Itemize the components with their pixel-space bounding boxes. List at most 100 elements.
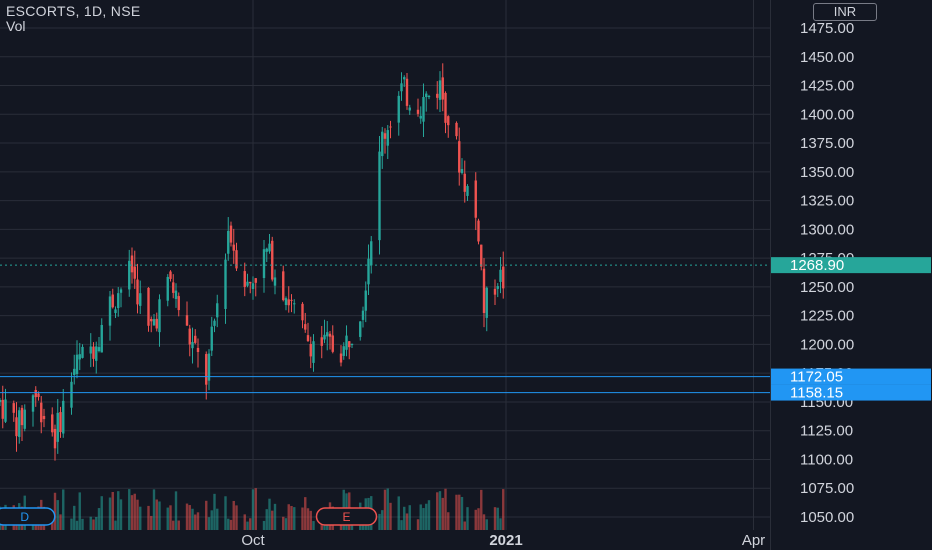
candle-body bbox=[227, 230, 230, 254]
candle-body bbox=[271, 240, 274, 280]
volume-bar bbox=[95, 517, 98, 530]
candle-body bbox=[306, 335, 310, 341]
volume-bar bbox=[268, 498, 271, 530]
volume-bar bbox=[405, 513, 409, 530]
volume-bar bbox=[493, 507, 497, 530]
volume-bar bbox=[403, 506, 406, 530]
price-tick-label: 1250.00 bbox=[800, 279, 854, 296]
volume-bar bbox=[232, 500, 235, 530]
volume-bar bbox=[235, 505, 238, 530]
volume-bar bbox=[243, 514, 246, 530]
volume-bar bbox=[441, 497, 444, 530]
candle-body bbox=[378, 151, 381, 241]
last-price-tag: 1268.90 bbox=[790, 257, 844, 274]
candle-body bbox=[150, 318, 153, 322]
price-tick-label: 1375.00 bbox=[800, 135, 854, 152]
candle-body bbox=[1, 399, 4, 419]
candle-body bbox=[441, 77, 444, 100]
candle-body bbox=[172, 282, 175, 293]
horizontal-levels[interactable] bbox=[0, 264, 770, 394]
volume-bar bbox=[477, 508, 480, 530]
candle-body bbox=[304, 324, 307, 330]
volume-bar bbox=[304, 497, 307, 530]
volume-bar bbox=[386, 488, 389, 530]
candle-body bbox=[128, 260, 131, 290]
volume-bar bbox=[81, 518, 84, 530]
volume-bar bbox=[419, 504, 422, 530]
candle-body bbox=[40, 402, 43, 423]
candle-body bbox=[119, 289, 123, 293]
volume-bar bbox=[290, 505, 293, 530]
level-price-tag: 1172.05 bbox=[790, 369, 843, 386]
volume-bar bbox=[460, 496, 464, 530]
volume-bar bbox=[383, 489, 387, 530]
candle-body bbox=[477, 220, 480, 242]
volume-bar bbox=[207, 517, 211, 530]
volume-bar bbox=[389, 502, 392, 530]
volume-bar bbox=[381, 510, 384, 530]
volume-bar bbox=[284, 518, 288, 530]
candle-body bbox=[0, 399, 2, 403]
candle-body bbox=[213, 320, 216, 326]
candle-body bbox=[251, 283, 255, 289]
candle-body bbox=[496, 286, 499, 289]
candle-body bbox=[108, 296, 112, 326]
volume-bar bbox=[422, 508, 425, 530]
candle-body bbox=[205, 354, 208, 385]
candle-body bbox=[436, 93, 439, 98]
volume-bar bbox=[62, 489, 65, 530]
currency-button[interactable]: INR bbox=[813, 3, 877, 21]
candle-body bbox=[166, 276, 169, 301]
volume-bar bbox=[169, 505, 172, 530]
candle-body bbox=[361, 310, 365, 320]
candle-body bbox=[301, 303, 304, 321]
candle-body bbox=[502, 266, 505, 289]
candle-body bbox=[117, 293, 120, 309]
candle-body bbox=[499, 269, 502, 282]
candle-body bbox=[246, 281, 249, 286]
volume-bar bbox=[287, 504, 290, 530]
volume-bar bbox=[262, 520, 266, 530]
candle-body bbox=[328, 333, 332, 337]
candle-body bbox=[62, 400, 65, 434]
candle-body bbox=[207, 353, 211, 381]
candle-body bbox=[359, 321, 362, 337]
candle-body bbox=[342, 346, 345, 356]
price-tick-label: 1325.00 bbox=[800, 193, 854, 210]
candle-body bbox=[51, 414, 54, 433]
candle-body bbox=[364, 290, 367, 311]
price-tick-label: 1050.00 bbox=[800, 509, 854, 526]
volume-bar bbox=[133, 493, 136, 530]
volume-bar bbox=[397, 496, 400, 530]
time-axis[interactable]: Oct 2021 Apr bbox=[241, 532, 765, 549]
volume-bar bbox=[271, 510, 274, 530]
candle-body bbox=[23, 409, 26, 429]
candle-body bbox=[405, 78, 409, 106]
candle-body bbox=[235, 250, 238, 269]
candle-body bbox=[284, 298, 288, 305]
candle-body bbox=[348, 341, 351, 348]
volume-bar bbox=[416, 519, 420, 530]
volume-bar bbox=[474, 509, 477, 530]
candle-body bbox=[480, 244, 483, 267]
price-tick-label: 1100.00 bbox=[800, 451, 853, 468]
volume-bar bbox=[273, 503, 277, 530]
candle-body bbox=[191, 341, 194, 349]
candle-body bbox=[293, 303, 296, 305]
candle-body bbox=[42, 415, 46, 420]
volume-bar bbox=[108, 497, 112, 530]
earnings-event-marker[interactable] bbox=[315, 507, 378, 526]
volume-bar bbox=[425, 503, 428, 530]
volume-bar bbox=[130, 495, 134, 530]
candle-body bbox=[188, 328, 191, 345]
chart-legend: ESCORTS, 1D, NSE Vol bbox=[6, 4, 140, 34]
volume-bar bbox=[438, 491, 442, 530]
dividend-event-marker[interactable] bbox=[0, 507, 56, 526]
volume-bar bbox=[309, 510, 312, 530]
candle-body bbox=[323, 334, 326, 340]
symbol-title: ESCORTS, 1D, NSE bbox=[6, 3, 141, 19]
candle-body bbox=[386, 130, 389, 146]
candle-body bbox=[339, 353, 343, 363]
